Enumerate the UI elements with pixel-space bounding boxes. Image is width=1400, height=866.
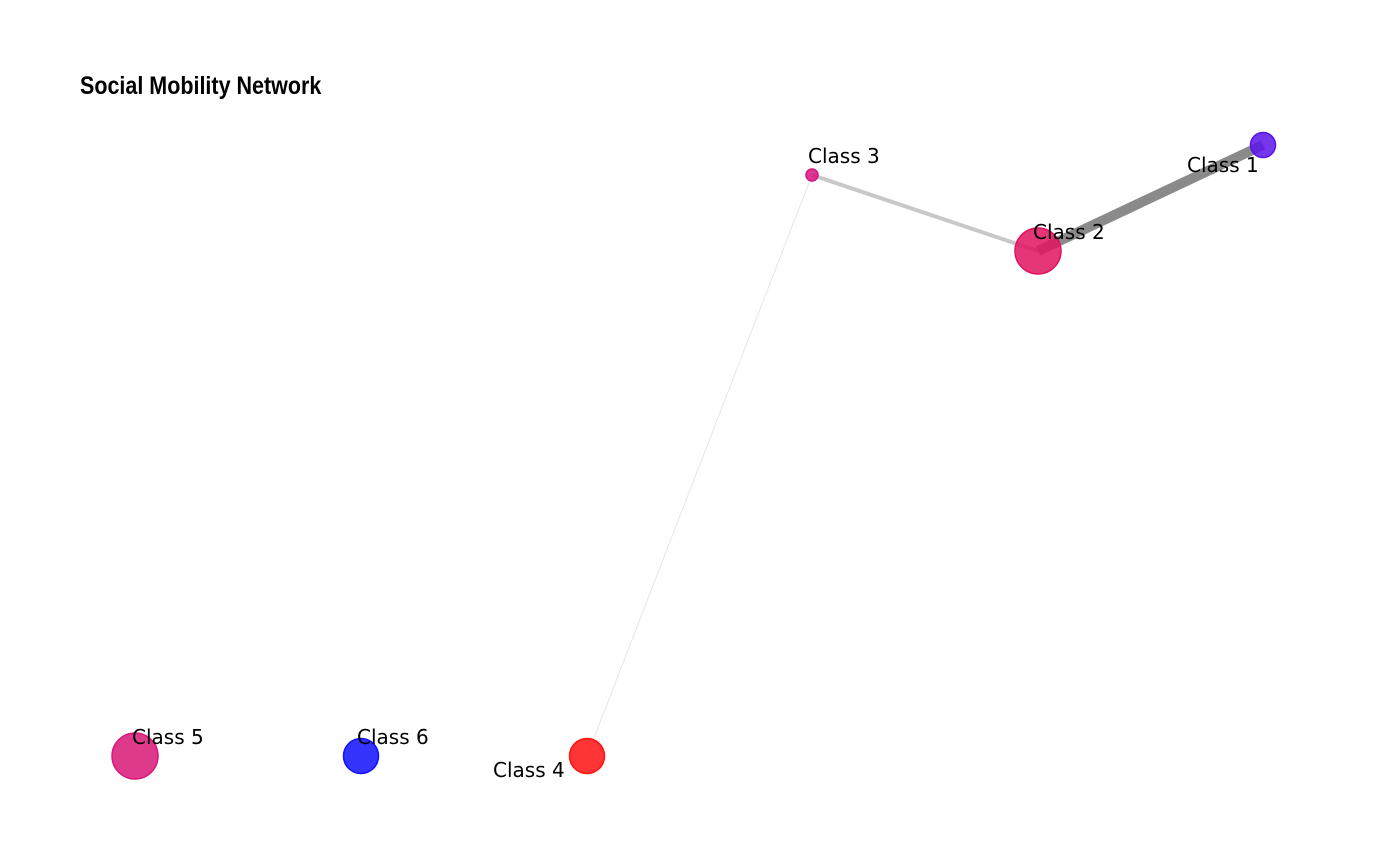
node-label-class1: Class 1	[1187, 153, 1259, 177]
edge-class3-class2	[811, 173, 1039, 253]
nodes-layer	[111, 131, 1277, 780]
chart-title: Social Mobility Network	[80, 72, 322, 100]
node-label-class6: Class 6	[357, 725, 429, 749]
node-label-class3: Class 3	[808, 144, 880, 168]
node-class4[interactable]	[568, 737, 606, 775]
node-label-class2: Class 2	[1033, 220, 1105, 244]
node-label-class4: Class 4	[493, 758, 565, 782]
node-label-class5: Class 5	[132, 725, 204, 749]
node-class1[interactable]	[1249, 131, 1277, 159]
edge-class2-class1	[1035, 140, 1266, 256]
node-class3[interactable]	[805, 168, 819, 182]
node-class6[interactable]	[342, 737, 380, 775]
node-class5[interactable]	[111, 732, 159, 780]
edge-class4-class3	[586, 174, 813, 757]
node-class2[interactable]	[1014, 227, 1062, 275]
edges-layer	[586, 140, 1266, 757]
labels-layer: Class 1 Class 2 Class 3 Class 4 Class 5 Class…	[132, 144, 1259, 782]
